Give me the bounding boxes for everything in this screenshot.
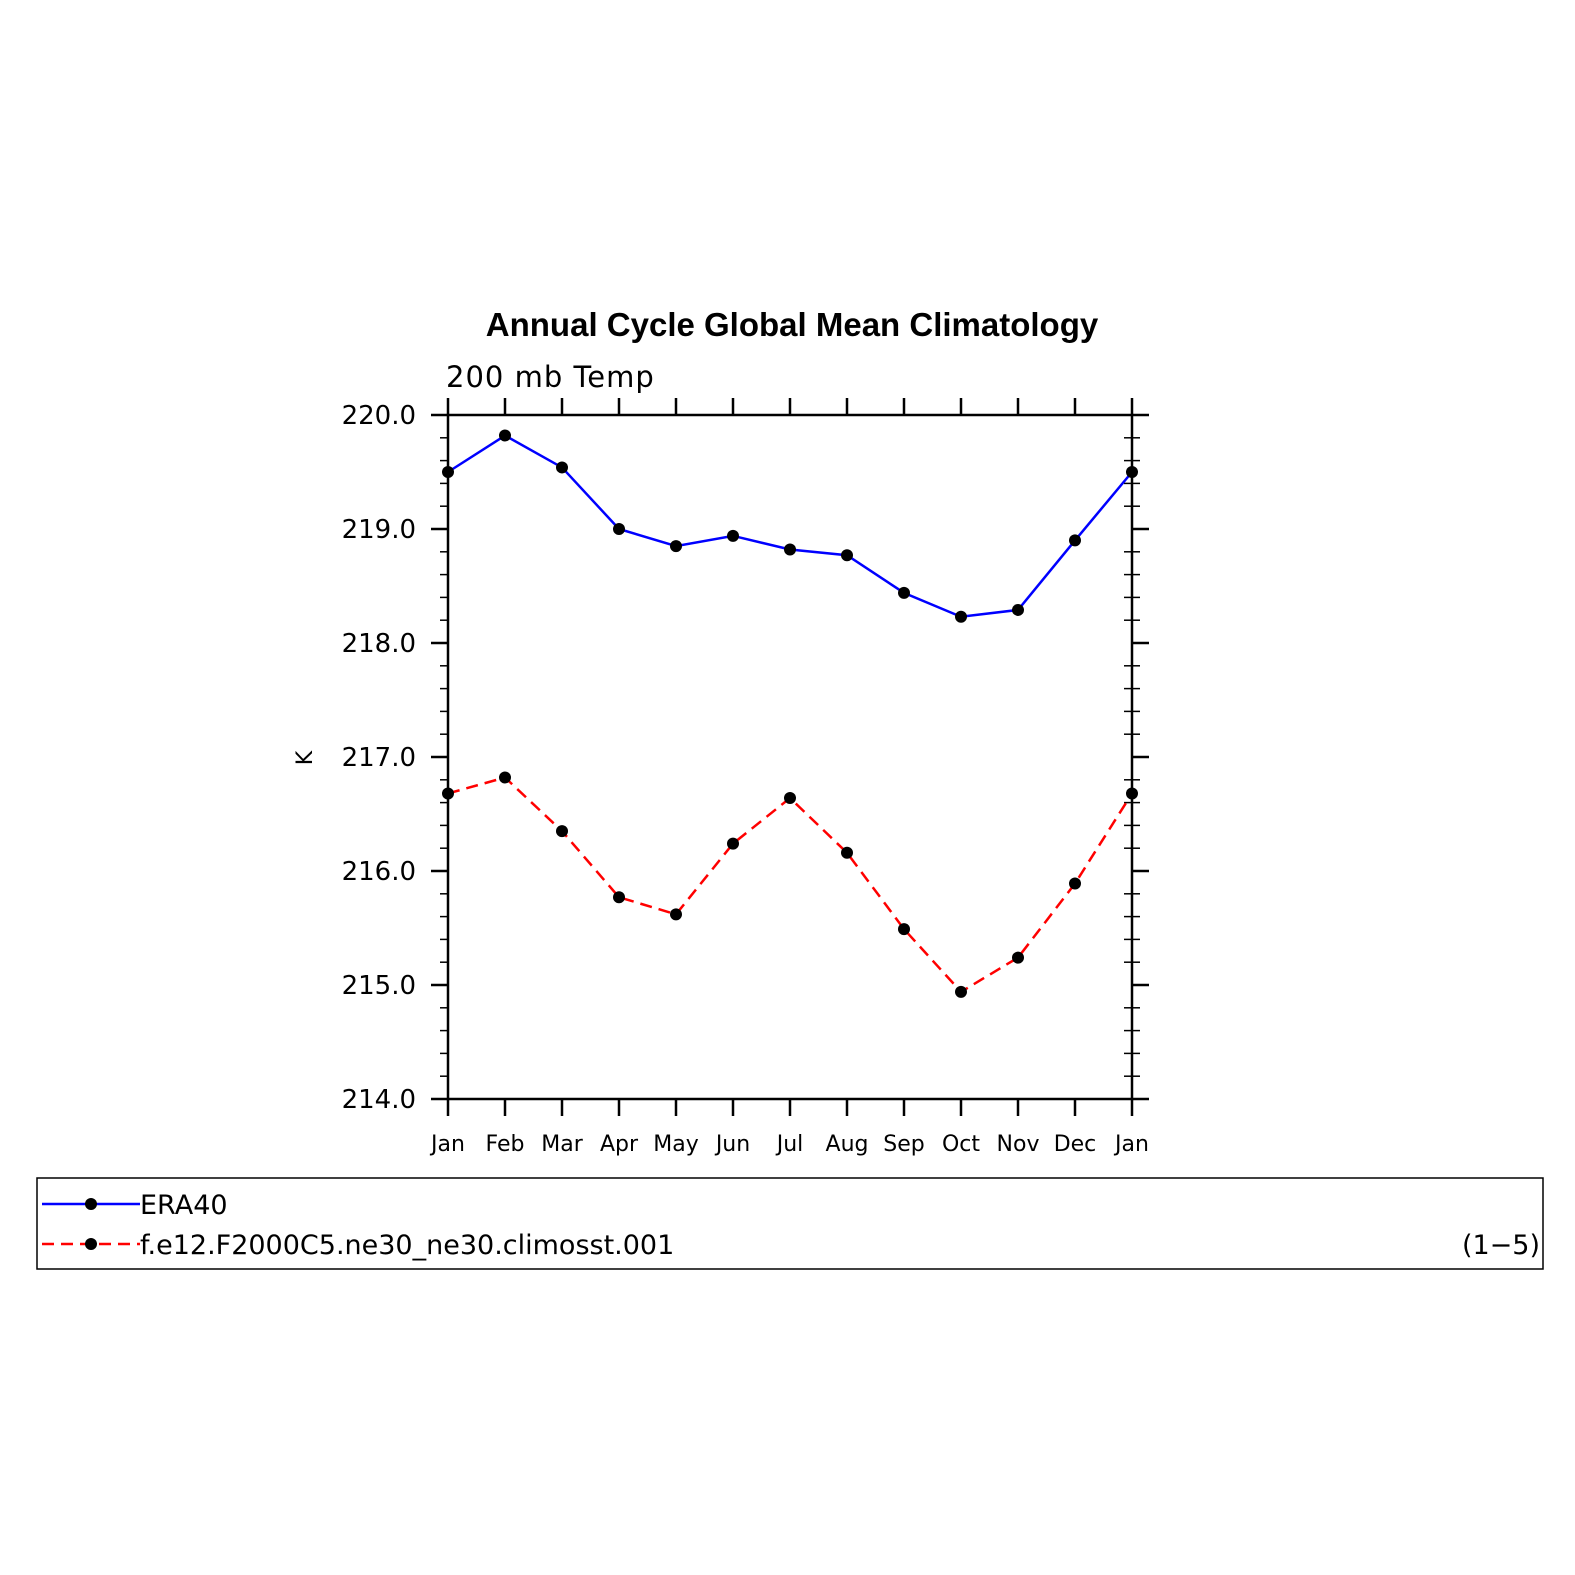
series-1-point (727, 529, 739, 542)
series-2-point (1012, 951, 1024, 964)
x-tick-label: Jun (714, 1132, 750, 1157)
series-1-point (1126, 466, 1138, 478)
series-1-point (442, 466, 454, 478)
series-1-point (613, 523, 625, 535)
series-2-point (898, 923, 910, 936)
x-tick-label: Apr (600, 1132, 639, 1157)
y-tick-label: 214.0 (342, 1085, 416, 1115)
series-2-point (613, 891, 625, 904)
series-2-point (1069, 877, 1081, 890)
x-tick-label: Mar (541, 1132, 583, 1157)
y-tick-label: 220.0 (342, 401, 416, 431)
x-tick-label: Oct (942, 1132, 980, 1157)
series-1-point (955, 610, 967, 623)
series-2-point (784, 792, 796, 805)
series-1-point (670, 540, 682, 553)
x-tick-label: Jan (1113, 1132, 1149, 1157)
legend: ERA40 f.e12.F2000C5.ne30_ne30.climosst.00… (42, 1190, 674, 1261)
series-2-point (955, 985, 967, 998)
x-tick-label: Sep (883, 1132, 924, 1157)
series-layer (442, 429, 1138, 998)
series-1-point (841, 549, 853, 562)
plot-axes: 214.0 215.0 216.0 217.0 218.0 219.0 220.0 Jan Fe… (342, 398, 1149, 1157)
series-line-1 (447, 434, 1133, 619)
x-tick-label: Aug (826, 1132, 869, 1157)
series-1-point (556, 461, 568, 474)
series-2-point (499, 771, 511, 784)
y-tick-label: 216.0 (342, 857, 416, 887)
series-1-point (499, 429, 511, 442)
series-2-point (556, 825, 568, 838)
y-tick-label: 218.0 (342, 629, 416, 659)
y-tick-label: 217.0 (342, 743, 416, 773)
legend-label-1: ERA40 (140, 1190, 228, 1221)
series-2-point (1126, 787, 1138, 800)
series-line-2 (447, 776, 1134, 994)
series-1-point (898, 586, 910, 599)
x-tick-label: Feb (486, 1132, 525, 1157)
legend-label-2: f.e12.F2000C5.ne30_ne30.climosst.001 (140, 1230, 674, 1261)
legend-box (36, 1177, 1544, 1270)
x-tick-label: Jan (429, 1132, 465, 1157)
legend-note: (1−5) (1462, 1230, 1540, 1261)
y-tick-label: 215.0 (342, 971, 416, 1001)
x-tick-label: May (653, 1132, 698, 1157)
legend-marker-2 (85, 1238, 97, 1250)
legend-marker-1 (85, 1198, 97, 1210)
series-1-point (1069, 534, 1081, 547)
series-2-point (841, 846, 853, 859)
y-tick-label: 219.0 (342, 515, 416, 545)
series-1-point (784, 543, 796, 556)
plot-frame (446, 413, 1134, 1101)
y-axis-label: K (293, 750, 318, 765)
series-2-point (442, 787, 454, 800)
series-2-point (727, 837, 739, 850)
x-tick-label: Dec (1054, 1132, 1097, 1157)
series-2-point (670, 908, 682, 921)
x-tick-label: Nov (997, 1132, 1040, 1157)
x-tick-label: Jul (775, 1132, 804, 1157)
chart-subtitle: 200 mb Temp (446, 360, 655, 394)
series-1-point (1012, 603, 1024, 616)
chart-title: Annual Cycle Global Mean Climatology (486, 306, 1099, 343)
